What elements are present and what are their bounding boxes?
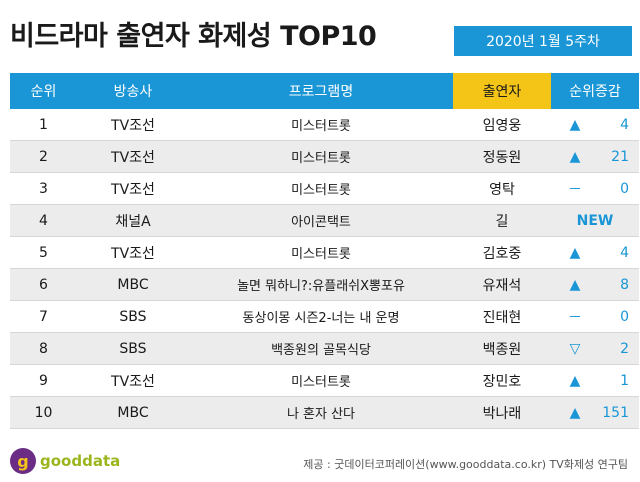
change-value: 1 <box>620 372 629 389</box>
table-row: 4 채널A 아이콘택트 길 NEW <box>10 204 639 237</box>
change-cell: ▲ 1 <box>551 364 639 397</box>
up-arrow-icon: ▲ <box>569 276 581 293</box>
change-cell: ▲ 8 <box>551 268 639 301</box>
source-note: 제공 : 굿데이터코퍼레이션(www.gooddata.co.kr) TV화제성… <box>303 458 628 471</box>
gooddata-logo-icon: g <box>10 448 36 474</box>
broadcaster-cell: SBS <box>77 332 189 365</box>
performer-cell: 백종원 <box>453 332 551 365</box>
header-performer: 출연자 <box>453 73 551 109</box>
change-value: 0 <box>620 308 629 325</box>
change-cell: ▲ 151 <box>551 396 639 429</box>
new-entry-badge: NEW <box>576 212 614 229</box>
program-cell: 미스터트롯 <box>189 364 453 397</box>
change-cell: － 0 <box>551 172 639 205</box>
change-value: 4 <box>620 244 629 261</box>
table-row: 3 TV조선 미스터트롯 영탁 － 0 <box>10 172 639 205</box>
up-arrow-icon: ▲ <box>569 148 581 165</box>
rank-cell: 10 <box>10 396 77 429</box>
program-cell: 동상이몽 시즌2-너는 내 운명 <box>189 300 453 333</box>
performer-cell: 임영웅 <box>453 109 551 141</box>
up-arrow-icon: ▲ <box>569 116 581 133</box>
table-row: 1 TV조선 미스터트롯 임영웅 ▲ 4 <box>10 109 639 141</box>
program-cell: 아이콘택트 <box>189 204 453 237</box>
rank-cell: 5 <box>10 236 77 269</box>
gooddata-logo: g gooddata <box>10 448 120 474</box>
performer-cell: 길 <box>453 204 551 237</box>
table-row: 5 TV조선 미스터트롯 김호중 ▲ 4 <box>10 236 639 269</box>
performer-cell: 유재석 <box>453 268 551 301</box>
change-value: 2 <box>620 340 629 357</box>
broadcaster-cell: TV조선 <box>77 140 189 173</box>
rank-cell: 7 <box>10 300 77 333</box>
table-row: 6 MBC 놀면 뭐하니?:유플래쉬X뽕포유 유재석 ▲ 8 <box>10 268 639 301</box>
down-arrow-icon: ▽ <box>569 340 581 357</box>
program-cell: 나 혼자 산다 <box>189 396 453 429</box>
header-rank: 순위 <box>10 73 77 109</box>
broadcaster-cell: 채널A <box>77 204 189 237</box>
change-value: 8 <box>620 276 629 293</box>
date-badge: 2020년 1월 5주차 <box>454 26 632 56</box>
no-change-icon: － <box>568 181 582 198</box>
table-header-row: 순위 방송사 프로그램명 출연자 순위증감 <box>10 73 639 109</box>
header-program: 프로그램명 <box>189 73 453 109</box>
broadcaster-cell: TV조선 <box>77 172 189 205</box>
broadcaster-cell: SBS <box>77 300 189 333</box>
performer-cell: 정동원 <box>453 140 551 173</box>
change-cell: ▽ 2 <box>551 332 639 365</box>
table-row: 9 TV조선 미스터트롯 장민호 ▲ 1 <box>10 364 639 397</box>
header-broadcaster: 방송사 <box>77 73 189 109</box>
program-cell: 백종원의 골목식당 <box>189 332 453 365</box>
change-cell: ▲ 21 <box>551 140 639 173</box>
change-value: 4 <box>620 116 629 133</box>
rank-cell: 4 <box>10 204 77 237</box>
up-arrow-icon: ▲ <box>569 372 581 389</box>
broadcaster-cell: TV조선 <box>77 236 189 269</box>
program-cell: 미스터트롯 <box>189 172 453 205</box>
change-cell: ▲ 4 <box>551 236 639 269</box>
broadcaster-cell: MBC <box>77 396 189 429</box>
rank-cell: 8 <box>10 332 77 365</box>
program-cell: 놀면 뭐하니?:유플래쉬X뽕포유 <box>189 268 453 301</box>
rank-cell: 1 <box>10 109 77 141</box>
change-value: 21 <box>611 148 629 165</box>
up-arrow-icon: ▲ <box>569 244 581 261</box>
rank-cell: 3 <box>10 172 77 205</box>
table-row: 10 MBC 나 혼자 산다 박나래 ▲ 151 <box>10 396 639 429</box>
table-row: 7 SBS 동상이몽 시즌2-너는 내 운명 진태현 － 0 <box>10 300 639 333</box>
ranking-table: 순위 방송사 프로그램명 출연자 순위증감 1 TV조선 미스터트롯 임영웅 ▲ 4 2 TV… <box>10 73 639 429</box>
performer-cell: 장민호 <box>453 364 551 397</box>
rank-cell: 9 <box>10 364 77 397</box>
gooddata-logo-text: gooddata <box>40 452 121 470</box>
performer-cell: 영탁 <box>453 172 551 205</box>
change-cell: NEW <box>551 204 639 237</box>
program-cell: 미스터트롯 <box>189 236 453 269</box>
up-arrow-icon: ▲ <box>569 404 581 421</box>
rank-cell: 6 <box>10 268 77 301</box>
rank-cell: 2 <box>10 140 77 173</box>
change-value: 0 <box>620 180 629 197</box>
no-change-icon: － <box>568 309 582 326</box>
performer-cell: 김호중 <box>453 236 551 269</box>
broadcaster-cell: MBC <box>77 268 189 301</box>
table-row: 8 SBS 백종원의 골목식당 백종원 ▽ 2 <box>10 332 639 365</box>
page-title: 비드라마 출연자 화제성 TOP10 <box>10 21 377 52</box>
header-change: 순위증감 <box>551 73 639 109</box>
program-cell: 미스터트롯 <box>189 109 453 141</box>
broadcaster-cell: TV조선 <box>77 109 189 141</box>
table-row: 2 TV조선 미스터트롯 정동원 ▲ 21 <box>10 140 639 173</box>
performer-cell: 진태현 <box>453 300 551 333</box>
change-cell: － 0 <box>551 300 639 333</box>
broadcaster-cell: TV조선 <box>77 364 189 397</box>
change-cell: ▲ 4 <box>551 109 639 141</box>
program-cell: 미스터트롯 <box>189 140 453 173</box>
change-value: 151 <box>602 404 629 421</box>
performer-cell: 박나래 <box>453 396 551 429</box>
